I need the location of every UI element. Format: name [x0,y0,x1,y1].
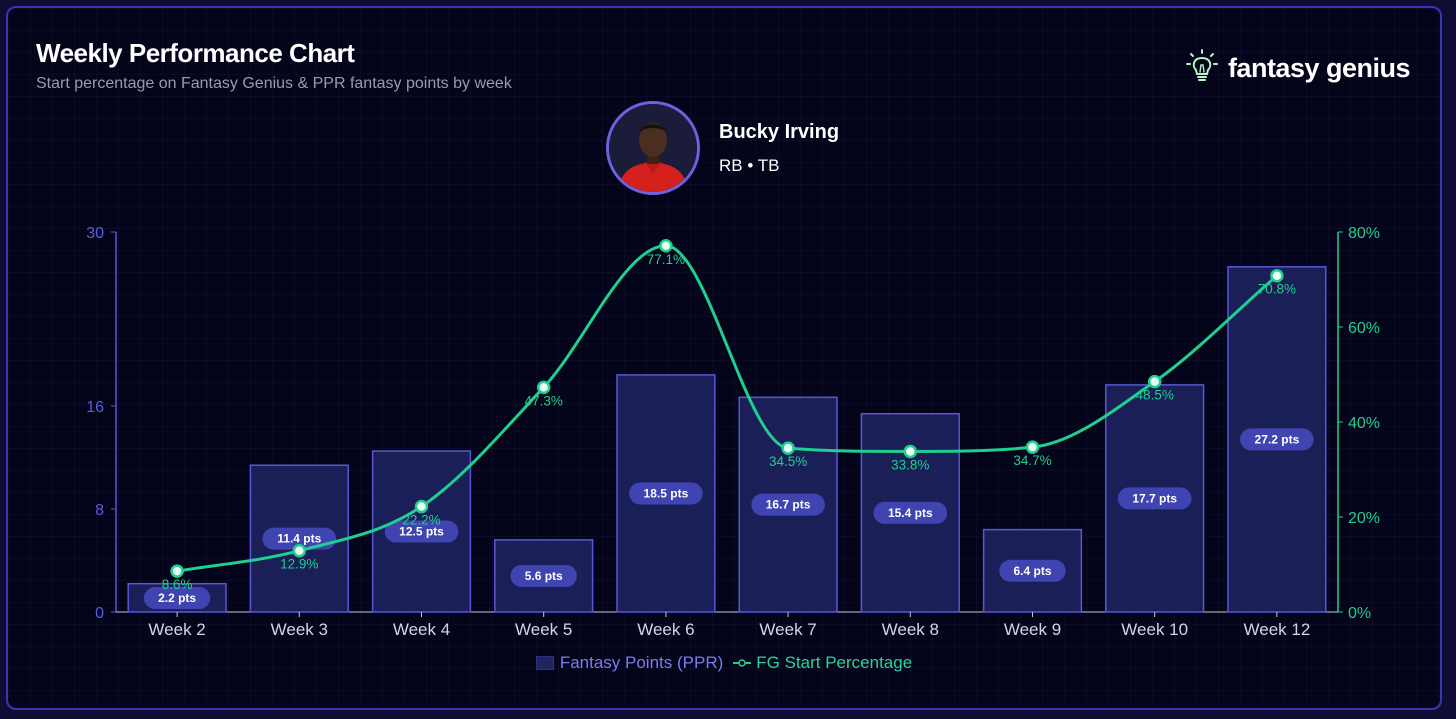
x-axis-tick-label: Week 12 [1244,620,1311,639]
line-point-label: 22.2% [402,513,440,528]
legend-line-swatch [733,659,752,667]
line-point-label: 47.3% [525,393,563,408]
left-axis-tick-label: 30 [86,225,104,242]
player-name: Bucky Irving [719,120,840,143]
line-point [903,444,918,459]
bar-value-label: 5.6 pts [525,569,563,583]
x-axis-tick-label: Week 6 [637,620,694,639]
chart-subtitle: Start percentage on Fantasy Genius & PPR… [36,75,512,92]
bar-value-label: 11.4 pts [277,532,321,546]
chart-legend: Fantasy Points (PPR) FG Start Percentage [8,653,1440,673]
player-avatar [606,101,700,195]
bar-value-pill [510,564,577,587]
player-card: Bucky Irving RB • TB [606,101,839,195]
line-point [1025,440,1040,454]
right-axis-tick-label: 20% [1348,510,1380,527]
right-axis-tick-label: 40% [1348,415,1380,432]
legend-line-label: FG Start Percentage [756,653,913,672]
left-axis-tick-label: 0 [95,605,104,622]
bar-value-label: 27.2 pts [1255,432,1300,446]
lightbulb-icon [1184,48,1220,89]
line-point [781,441,795,455]
bar-value-label: 6.4 pts [1013,564,1051,578]
brand-name: fantasy genius [1227,53,1411,83]
start-percentage-line [176,244,1278,573]
bar-value-pill [1240,428,1314,451]
line-point [536,380,551,395]
line-point-label: 12.9% [280,557,318,572]
line-point [292,543,307,558]
line-point-label: 33.8% [891,457,929,472]
chart-card: Weekly Performance Chart Start percentag… [6,6,1442,710]
bar-value-pill [262,527,337,550]
right-axis-tick-label: 60% [1348,320,1380,337]
line-point-label: 48.5% [1136,388,1174,403]
x-axis-tick-label: Week 4 [393,620,450,639]
bar-value-label: 17.7 pts [1132,491,1177,505]
legend-item-bars[interactable]: Fantasy Points (PPR) [535,653,733,673]
line-point-label: 34.5% [769,454,807,469]
bar-value-label: 12.5 pts [399,525,444,539]
brand-logo: fantasy genius [1184,48,1411,89]
right-axis-tick-label: 0% [1348,605,1371,622]
line-point [1147,374,1162,389]
right-axis-tick-label: 80% [1348,225,1380,242]
legend-item-line[interactable]: FG Start Percentage [733,653,912,673]
bar-value-pill [143,587,211,609]
legend-bar-swatch [535,656,554,670]
x-axis-tick-label: Week 3 [271,620,328,639]
left-axis-tick-label: 8 [95,502,104,519]
line-point [659,239,673,253]
bar-value-label: 15.4 pts [888,506,933,520]
line-point [1270,268,1284,283]
left-axis-tick-label: 16 [86,399,104,416]
bar-value-pill [384,520,459,543]
x-axis-tick-label: Week 7 [759,620,816,639]
bar-value-pill [629,482,703,505]
bar-value-pill [751,493,825,516]
bar-value-label: 16.7 pts [766,498,811,512]
line-point-label: 34.7% [1013,453,1051,468]
x-axis-tick-label: Week 10 [1121,620,1188,639]
bar-value-pill [873,501,948,524]
line-point-label: 77.1% [647,252,685,267]
line-point-label: 8.6% [162,577,193,592]
legend-bars-label: Fantasy Points (PPR) [559,653,724,672]
line-point-label: 70.8% [1258,282,1296,297]
line-point [170,564,184,578]
bar-value-label: 18.5 pts [644,486,689,500]
player-position-team: RB • TB [719,155,780,175]
x-axis-tick-label: Week 8 [882,620,939,639]
line-point [414,499,429,514]
bar-value-label: 2.2 pts [158,591,196,605]
chart-plot: 0 8 16 30 0% 20% 40% 60% 80% Week 2 Week 3 Week 4 We… [86,225,1380,639]
x-axis-tick-label: Week 9 [1004,620,1061,639]
x-axis-tick-label: Week 5 [515,620,572,639]
bar-value-pill [1117,487,1192,510]
chart-title: Weekly Performance Chart [36,38,355,68]
bar-value-pill [999,559,1066,582]
x-axis-tick-label: Week 2 [148,620,205,639]
